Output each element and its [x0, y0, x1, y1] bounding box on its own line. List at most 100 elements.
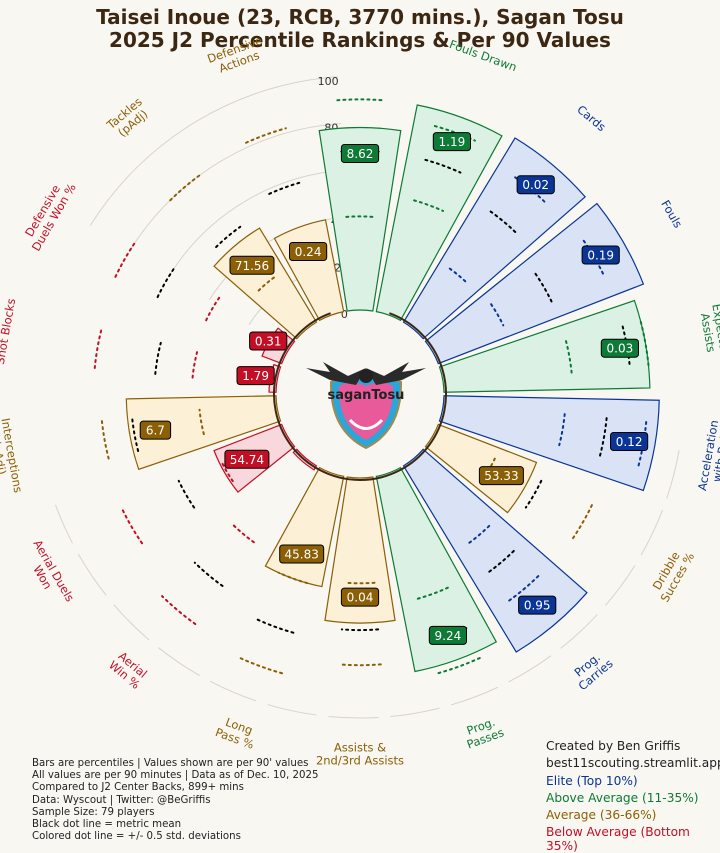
mean-dot-line: [340, 628, 380, 632]
credit-site: best11scouting.streamlit.app: [546, 756, 720, 770]
sd-dot-line: [205, 296, 221, 322]
mean-dot-line: [599, 417, 608, 457]
value-label: 54.74: [224, 449, 270, 469]
svg-text:0.19: 0.19: [587, 249, 614, 263]
sd-dot-line: [637, 421, 648, 467]
value-label: 9.24: [428, 625, 467, 645]
sd-dot-line: [114, 239, 138, 278]
sd-dot-line: [93, 326, 103, 369]
mean-dot-line: [215, 225, 242, 249]
metric-label: Shot Blocks: [0, 297, 18, 365]
sd-dot-line: [345, 215, 375, 218]
sd-dot-line: [161, 595, 197, 626]
metric-label: Assists & 2nd/3rd Assists: [316, 741, 404, 768]
sd-dot-line: [413, 199, 445, 212]
sd-dot-line: [338, 663, 382, 667]
metric-label: DefensiveDuels Won %: [18, 174, 79, 253]
metric-label: AerialWin %: [106, 648, 151, 692]
svg-text:0.95: 0.95: [524, 599, 551, 613]
sd-dot-line: [120, 507, 144, 545]
sd-dot-line: [448, 267, 469, 285]
metric-label: Fouls: [658, 198, 685, 231]
sd-dot-line: [277, 571, 309, 585]
value-label: 1.79: [236, 366, 275, 386]
value-label: 45.83: [279, 544, 325, 564]
mean-dot-line: [131, 415, 140, 452]
mean-dot-line: [268, 181, 302, 195]
value-label: 53.33: [478, 466, 524, 486]
metric-label: Tackles(pAdj): [103, 95, 153, 143]
sd-dot-line: [416, 586, 449, 600]
sd-dot-line: [344, 581, 376, 585]
legend-average: Average (36-66%): [546, 808, 657, 822]
mean-dot-line: [193, 561, 224, 587]
footnote-line: Sample Size: 79 players: [32, 806, 155, 818]
sd-dot-line: [558, 413, 566, 447]
svg-text:71.56: 71.56: [235, 259, 269, 273]
footnote-line: Colored dot line = +/- 0.5 std. deviatio…: [32, 831, 241, 843]
svg-text:0.31: 0.31: [255, 335, 282, 349]
mean-dot-line: [489, 210, 518, 235]
value-label: 0.24: [289, 242, 328, 261]
mean-dot-line: [154, 341, 162, 375]
metric-label: Interceptions(pAdj): [0, 417, 25, 496]
sd-dot-line: [239, 657, 284, 675]
radial-gridline: [129, 122, 342, 251]
footnote-line: Black dot line = metric mean: [32, 819, 182, 831]
percentile-bar: [438, 299, 651, 393]
legend-elite: Elite (Top 10%): [546, 774, 638, 788]
radial-gridline: [169, 169, 345, 276]
mean-dot-line: [156, 266, 176, 299]
svg-text:0.04: 0.04: [347, 591, 374, 605]
chart-title-line-2: 2025 J2 Percentile Rankings & Per 90 Val…: [109, 28, 611, 52]
value-label: 0.04: [340, 587, 380, 607]
value-label: 71.56: [229, 255, 275, 275]
svg-text:1.79: 1.79: [242, 369, 269, 383]
footnote-line: All values are per 90 minutes | Data as …: [32, 770, 319, 782]
sd-dot-line: [245, 127, 287, 144]
radial-gridline: [208, 216, 348, 301]
value-label: 0.31: [249, 331, 288, 351]
value-label: 6.7: [139, 420, 172, 440]
footnote-line: Compared to J2 Center Backs, 899+ mins: [32, 782, 244, 794]
mean-dot-line: [534, 272, 553, 304]
metric-label: Prog.Passes: [460, 713, 505, 752]
value-label: 0.19: [581, 245, 620, 265]
svg-text:6.7: 6.7: [146, 424, 165, 438]
sd-dot-line: [433, 125, 476, 142]
legend-below-average: Below Average (Bottom 35%): [546, 825, 690, 853]
percentile-bar: [375, 466, 498, 673]
sd-dot-line: [198, 408, 205, 436]
sd-dot-line: [466, 524, 491, 546]
mean-dot-line: [424, 158, 462, 174]
value-label: 1.19: [432, 132, 471, 152]
svg-text:1.19: 1.19: [439, 135, 466, 149]
radial-tick-label: 100: [318, 75, 339, 88]
svg-text:0.02: 0.02: [522, 178, 549, 192]
sd-dot-line: [436, 657, 481, 675]
metric-label: DribbleSucces %: [646, 543, 697, 604]
mean-dot-line: [256, 618, 295, 634]
metric-label: Fouls Drawn: [447, 37, 518, 74]
percentile-bar: [318, 126, 402, 312]
chart-title-line-1: Taisei Inoue (23, RCB, 3770 mins.), Saga…: [96, 5, 624, 29]
metric-label: Aerial DuelsWon: [19, 537, 77, 610]
value-label: 0.02: [516, 175, 555, 195]
svg-text:45.83: 45.83: [285, 548, 319, 562]
mean-dot-line: [486, 549, 515, 574]
svg-text:0.03: 0.03: [607, 342, 634, 356]
metric-label: ExpectedAssists: [697, 303, 720, 361]
percentile-bar: [375, 104, 503, 322]
sd-dot-line: [231, 523, 255, 544]
svg-text:54.74: 54.74: [230, 453, 264, 467]
baseline-arc: [273, 312, 447, 481]
legend-above-average: Above Average (11-35%): [546, 791, 699, 805]
radial-tick-label: 0: [341, 308, 348, 321]
metric-label: Prog.Carries: [567, 646, 615, 693]
sd-dot-line: [169, 172, 204, 202]
metric-label: Cards: [574, 102, 608, 134]
sd-dot-line: [490, 303, 505, 327]
svg-text:0.24: 0.24: [295, 245, 322, 259]
svg-text:53.33: 53.33: [484, 469, 518, 483]
